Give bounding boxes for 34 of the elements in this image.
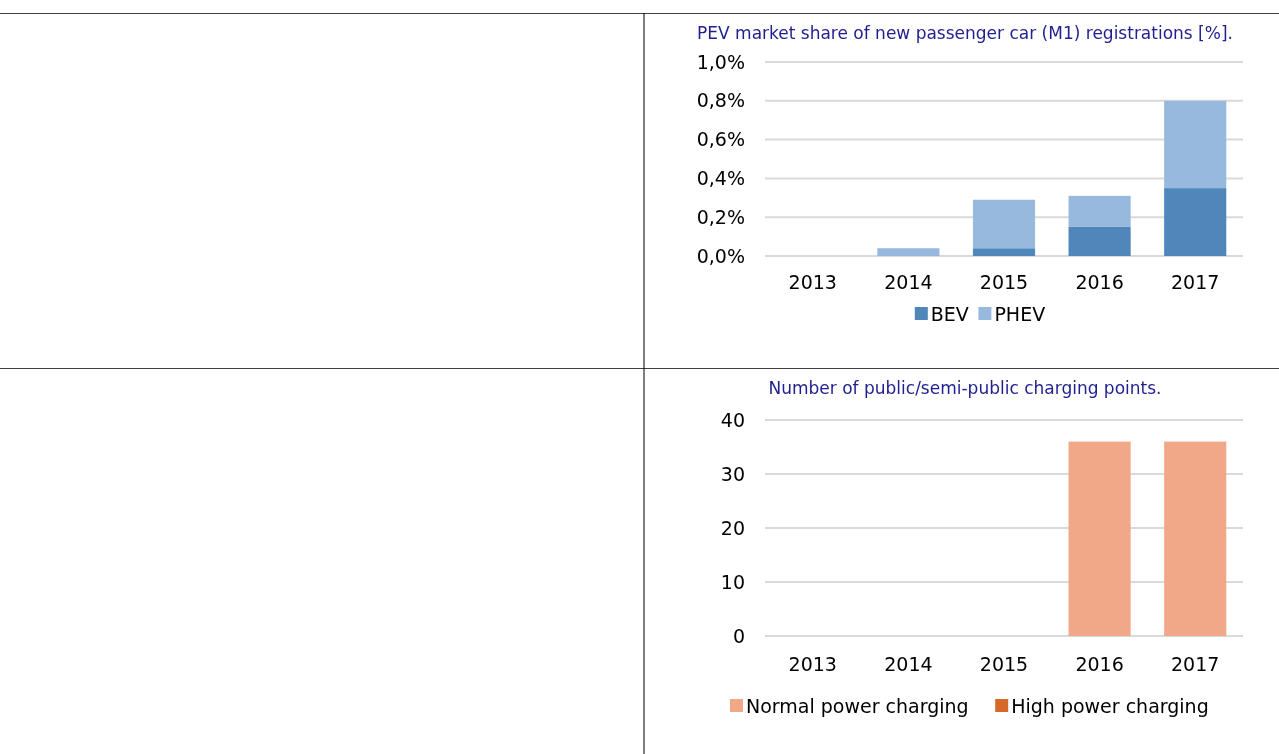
bar (1164, 100, 1227, 189)
chart-title: Number of public/semi-public charging points. (767, 377, 1163, 400)
x-tick-label: 2017 (1171, 652, 1220, 675)
y-tick-label: 40 (720, 408, 745, 431)
legend-label: High power charging (1011, 694, 1209, 717)
x-tick-label: 2017 (1171, 270, 1220, 293)
bar (972, 248, 1036, 256)
x-tick-label: 2013 (788, 652, 837, 675)
bar (877, 248, 940, 256)
x-tick-label: 2015 (979, 652, 1029, 675)
x-tick-label: 2016 (1075, 270, 1124, 293)
x-tick-label: 2014 (884, 270, 933, 293)
bar (1164, 188, 1227, 256)
bar (972, 199, 1036, 249)
bar (1068, 226, 1131, 256)
y-tick-label: 0 (732, 624, 745, 647)
y-tick-label: 0,4% (696, 167, 745, 190)
chart-title: PEV market share of new passenger car (M1) registrations [%]. (696, 22, 1234, 45)
y-tick-label: 0,0% (696, 244, 745, 267)
y-tick-label: 0,6% (696, 128, 745, 151)
y-tick-label: 0,2% (696, 205, 745, 228)
x-tick-label: 2013 (788, 270, 837, 293)
y-tick-label: 30 (720, 462, 745, 485)
legend-label: Normal power charging (746, 694, 969, 717)
legend-label: BEV (930, 302, 969, 325)
legend-label: PHEV (994, 302, 1046, 325)
y-tick-label: 10 (720, 570, 745, 593)
x-tick-label: 2016 (1075, 652, 1124, 675)
bar (1068, 195, 1131, 227)
x-tick-label: 2015 (979, 270, 1029, 293)
x-tick-label: 2014 (884, 652, 933, 675)
y-tick-label: 0,8% (696, 89, 745, 112)
y-tick-label: 1,0% (696, 50, 745, 73)
y-tick-label: 20 (720, 516, 745, 539)
